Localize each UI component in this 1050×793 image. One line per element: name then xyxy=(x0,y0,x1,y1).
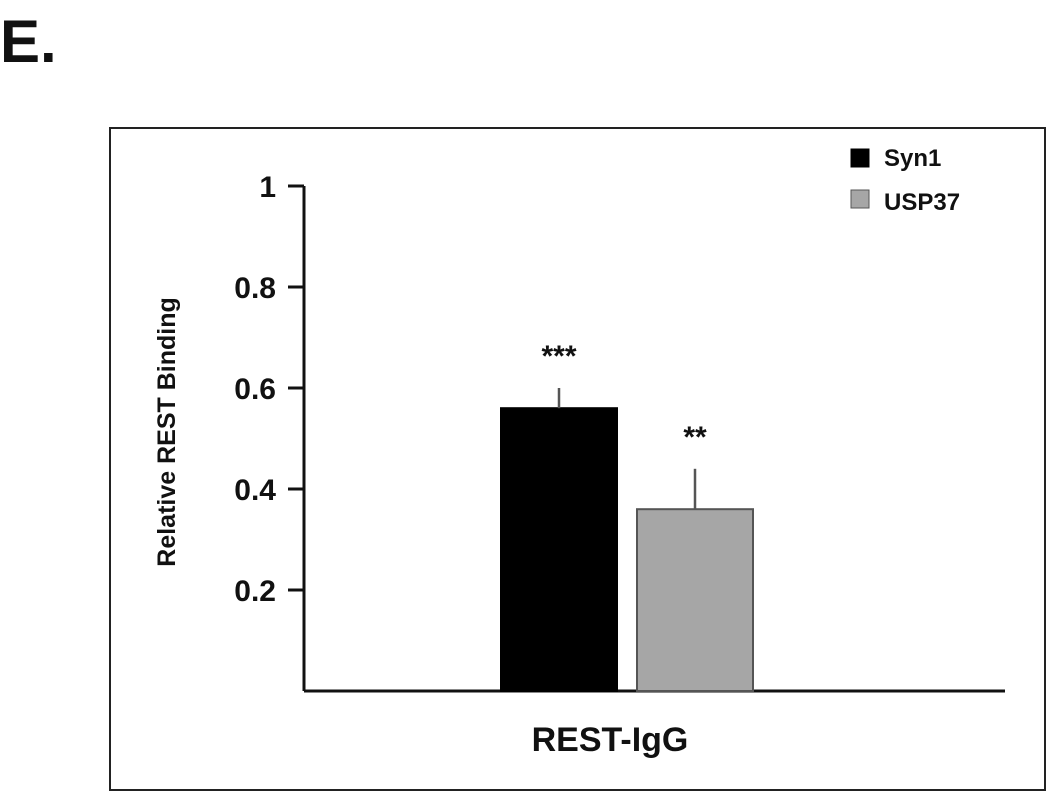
legend-swatch-syn1 xyxy=(850,148,870,168)
bar-usp37 xyxy=(636,508,754,693)
y-tick-label: 0.4 xyxy=(234,474,276,507)
bar-syn1 xyxy=(500,407,618,692)
legend: Syn1 USP37 xyxy=(850,145,960,216)
significance-usp37: ** xyxy=(683,421,707,454)
legend-label-usp37: USP37 xyxy=(884,189,960,216)
panel-label: E. xyxy=(0,8,57,75)
bar-chart: 0.20.40.60.81***** xyxy=(234,171,1005,693)
x-axis-label: REST-IgG xyxy=(532,721,689,759)
chart-frame xyxy=(109,127,1046,791)
significance-syn1: *** xyxy=(541,340,576,373)
y-tick-label: 0.2 xyxy=(234,575,276,608)
y-tick-label: 0.8 xyxy=(234,272,276,305)
y-tick-label: 0.6 xyxy=(234,373,276,406)
legend-label-syn1: Syn1 xyxy=(884,145,941,172)
y-axis-label: Relative REST Binding xyxy=(153,297,181,566)
legend-swatch-usp37 xyxy=(850,189,870,209)
y-tick-label: 1 xyxy=(259,171,276,204)
